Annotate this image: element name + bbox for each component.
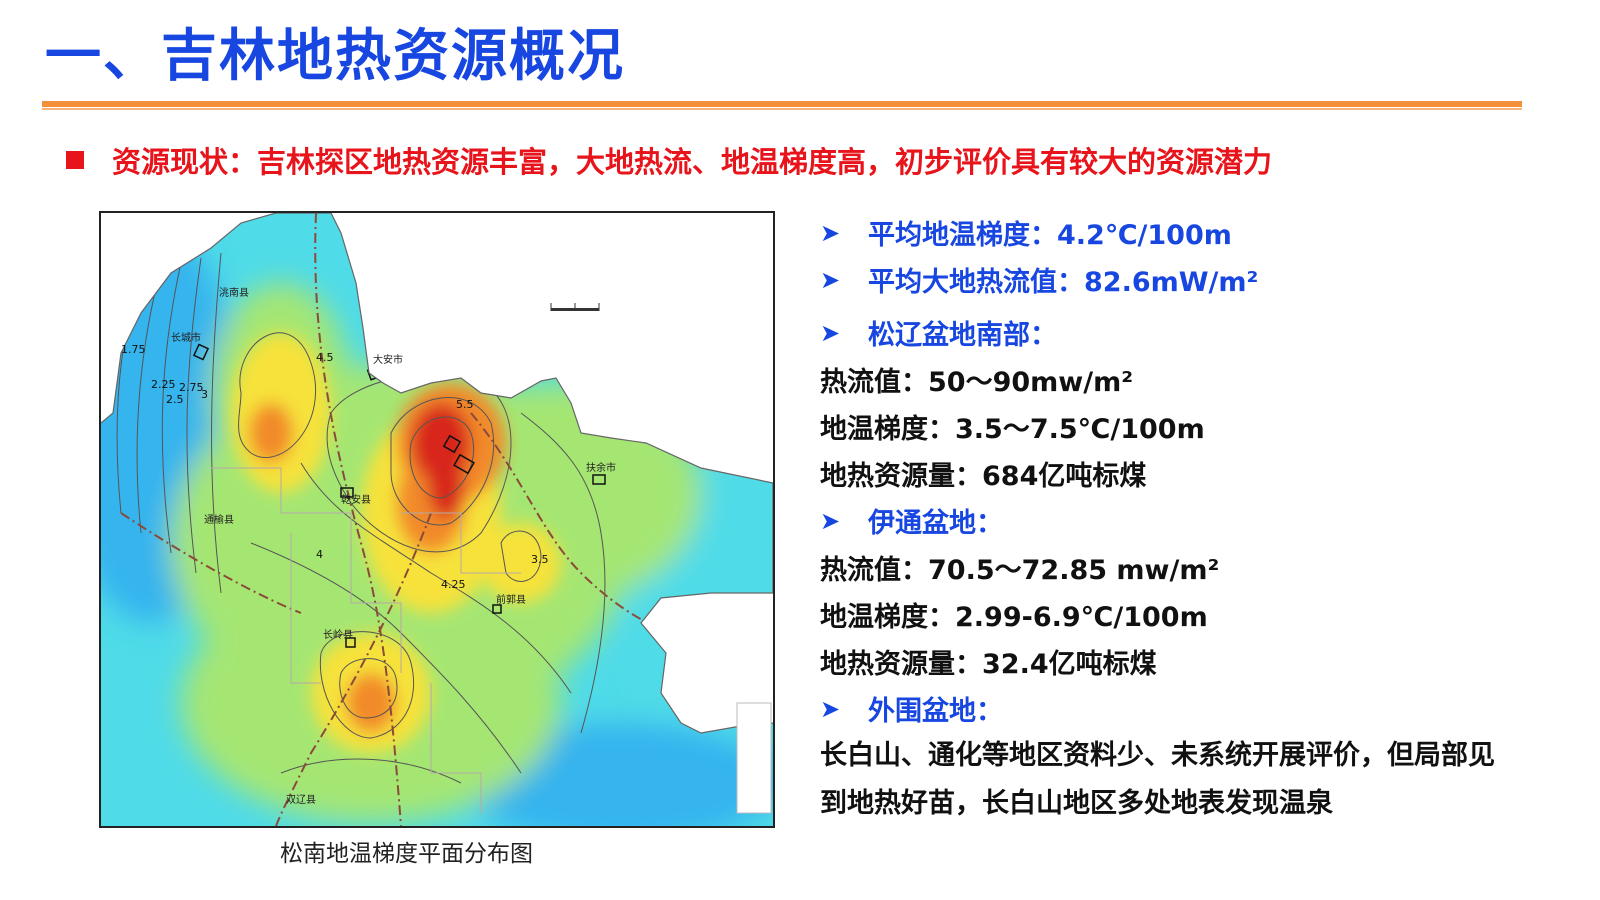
songliao-heat-flow: 热流值：50～90mw/m²: [820, 367, 1134, 398]
slide-title: 一、吉林地热资源概况: [45, 24, 625, 89]
map-label-qianguo: 前郭县: [496, 593, 526, 606]
songliao-resource: 地热资源量：684亿吨标煤: [820, 461, 1147, 492]
outer-heading-row: ➤ 外围盆地：: [820, 685, 1520, 732]
map-label-taonan: 洮南县: [219, 286, 249, 299]
songliao-gradient: 地温梯度：3.5～7.5℃/100m: [820, 414, 1205, 445]
title-divider: [42, 101, 1522, 107]
contour-label-2-25: 2.25: [151, 378, 176, 391]
arrow-bullet-icon: ➤: [820, 694, 841, 723]
outer-heading: 外围盆地：: [868, 696, 1003, 727]
avg-heat-flow-text: 平均大地热流值：82.6mW/m²: [868, 267, 1259, 298]
map-label-shuangliao: 双辽县: [286, 794, 316, 806]
title-divider-thin: [42, 108, 1522, 110]
yitong-heading: 伊通盆地：: [868, 508, 1003, 539]
square-bullet-icon: [66, 151, 84, 169]
yitong-heat-flow: 热流值：70.5～72.85 mw/m²: [820, 555, 1220, 586]
yitong-gradient: 地温梯度：2.99-6.9℃/100m: [820, 602, 1208, 633]
contour-label-1-75: 1.75: [121, 343, 146, 356]
contour-label-2-75: 2.75: [179, 381, 204, 394]
map-caption: 松南地温梯度平面分布图: [280, 841, 533, 867]
gradient-map-svg: 洮南县 长城市 大安市 扶余市 乾安县 通榆县 长岭县 双辽县 前郭县 1.75…: [101, 213, 773, 826]
map-label-fuyu: 扶余市: [586, 461, 616, 474]
scale-bar: [550, 303, 600, 311]
geothermal-map: 洮南县 长城市 大安市 扶余市 乾安县 通榆县 长岭县 双辽县 前郭县 1.75…: [99, 211, 775, 828]
avg-heat-flow-row: ➤ 平均大地热流值：82.6mW/m²: [820, 256, 1520, 303]
arrow-bullet-icon: ➤: [820, 265, 841, 294]
yitong-resource: 地热资源量：32.4亿吨标煤: [820, 649, 1157, 680]
outer-text: 长白山、通化等地区资料少、未系统开展评价，但局部见到地热好苗，长白山地区多处地表…: [820, 740, 1495, 819]
contour-label-4-25: 4.25: [441, 578, 466, 591]
headline-row: 资源现状：吉林探区地热资源丰富，大地热流、地温梯度高，初步评价具有较大的资源潜力: [66, 138, 1272, 182]
stats-panel: ➤ 平均地温梯度：4.2℃/100m ➤ 平均大地热流值：82.6mW/m² ➤…: [820, 209, 1520, 828]
yitong-heading-row: ➤ 伊通盆地：: [820, 497, 1520, 544]
arrow-bullet-icon: ➤: [820, 506, 841, 535]
songliao-heading-row: ➤ 松辽盆地南部：: [820, 309, 1520, 356]
contour-label-3-5: 3.5: [531, 553, 549, 566]
songliao-heading: 松辽盆地南部：: [868, 320, 1057, 351]
contour-label-2-5: 2.5: [166, 393, 184, 406]
contour-label-4: 4: [316, 548, 323, 561]
contour-label-3: 3: [201, 388, 208, 401]
map-label-changcheng: 长城市: [171, 331, 201, 344]
headline-text: 资源现状：吉林探区地热资源丰富，大地热流、地温梯度高，初步评价具有较大的资源潜力: [112, 145, 1273, 179]
arrow-bullet-icon: ➤: [820, 218, 841, 247]
map-label-qianan: 乾安县: [341, 493, 371, 506]
avg-gradient-text: 平均地温梯度：4.2℃/100m: [868, 220, 1232, 251]
contour-label-5-5: 5.5: [456, 398, 474, 411]
arrow-bullet-icon: ➤: [820, 318, 841, 347]
avg-gradient-row: ➤ 平均地温梯度：4.2℃/100m: [820, 209, 1520, 256]
map-label-tongyu: 通榆县: [204, 513, 234, 526]
map-label-changling: 长岭县: [323, 628, 353, 641]
contour-label-4-5: 4.5: [316, 351, 334, 364]
map-label-daan: 大安市: [373, 353, 403, 366]
